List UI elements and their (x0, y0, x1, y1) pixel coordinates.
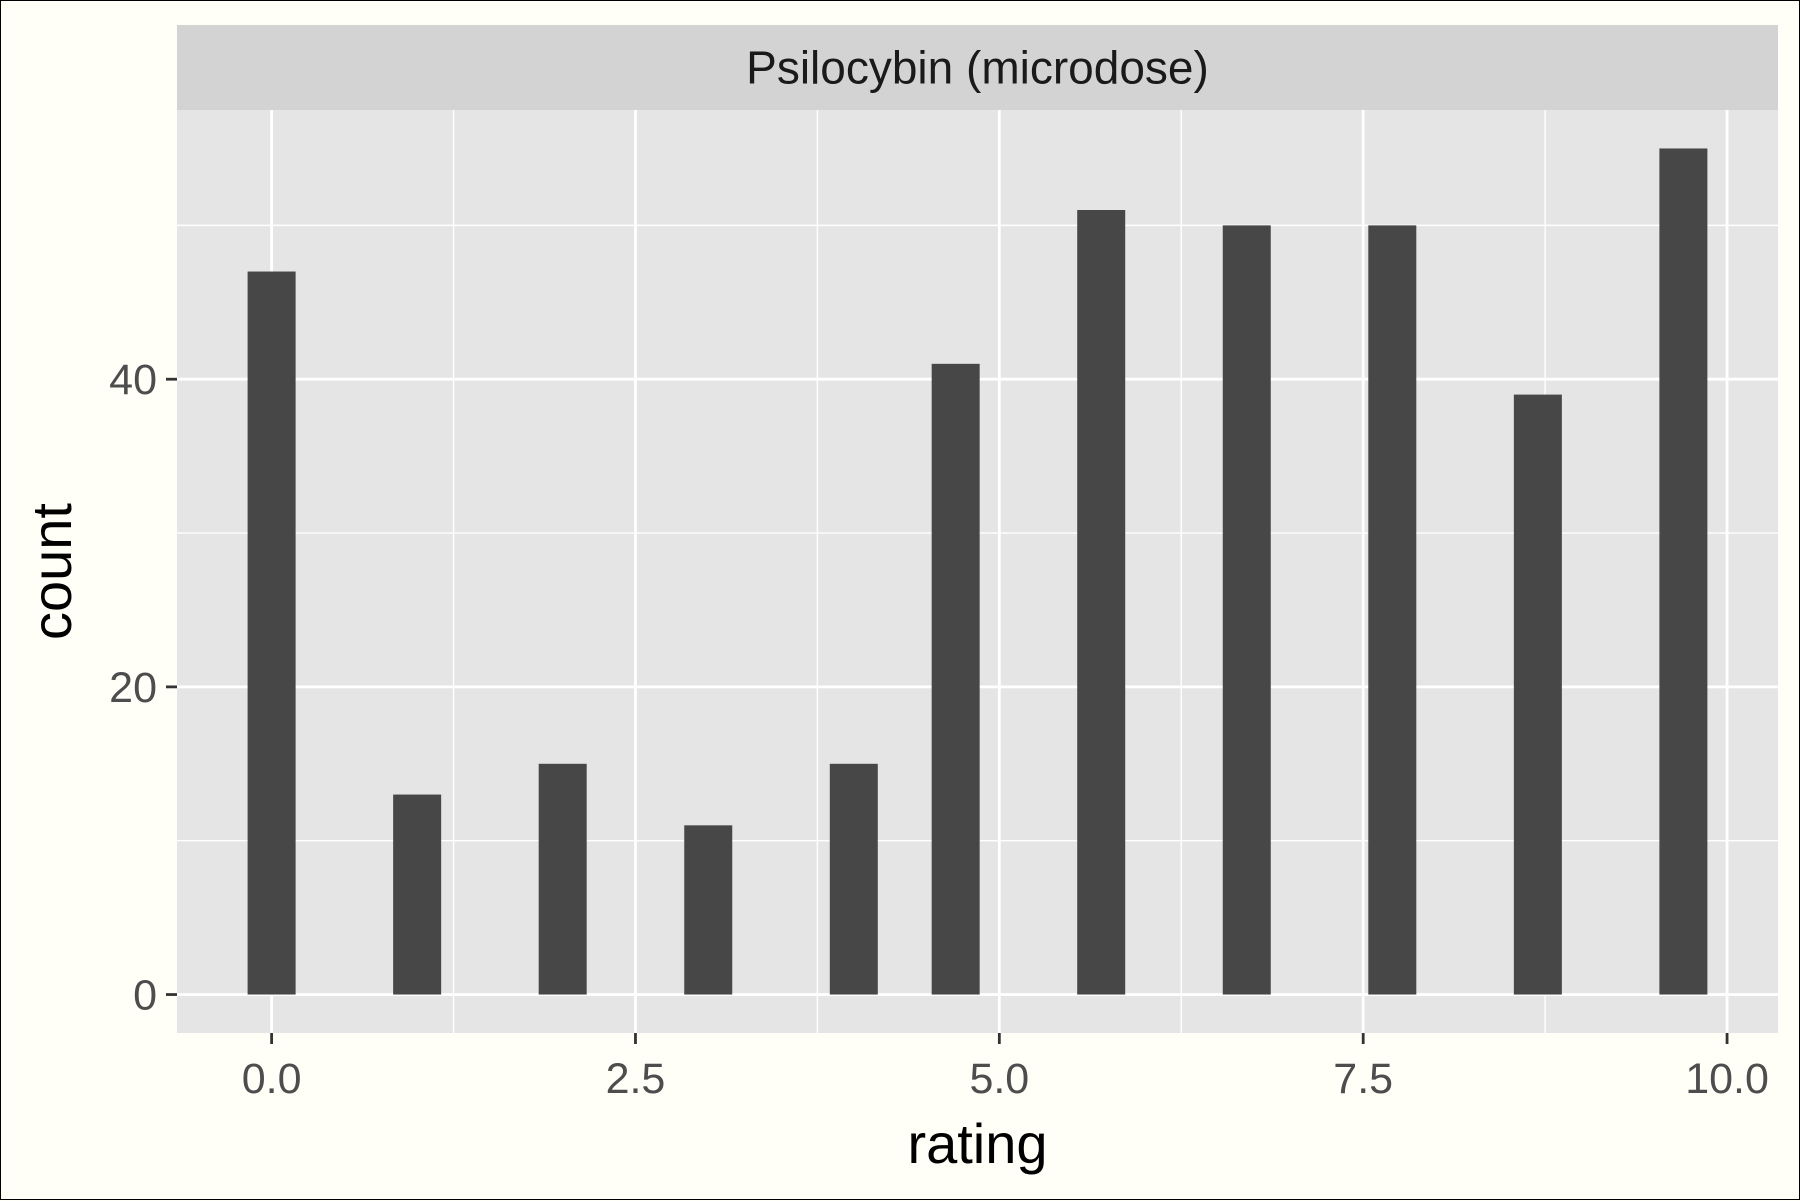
bar (1368, 225, 1417, 995)
bars (247, 148, 1708, 995)
bar (1513, 394, 1562, 995)
axes: 0.0 2.5 5.0 7.5 10.0 0 20 40 (109, 356, 1769, 1103)
x-tick-label: 5.0 (969, 1055, 1029, 1103)
bar (538, 763, 587, 995)
x-tick-label: 7.5 (1333, 1055, 1393, 1103)
bar (1077, 209, 1126, 995)
y-tick-label: 40 (109, 356, 157, 404)
bar (931, 363, 980, 995)
x-axis-title: rating (907, 1112, 1047, 1175)
bar (829, 763, 878, 995)
facet-strip (177, 25, 1778, 110)
y-tick-label: 0 (133, 972, 157, 1020)
y-tick-label: 20 (109, 664, 157, 712)
y-axis-title: count (20, 503, 83, 640)
bar (1659, 148, 1708, 995)
x-tick-label: 10.0 (1685, 1055, 1769, 1103)
x-tick-label: 0.0 (242, 1055, 302, 1103)
x-tick-label: 2.5 (606, 1055, 666, 1103)
bar (393, 794, 442, 995)
bar (1222, 225, 1271, 995)
bar (247, 271, 296, 995)
bar (684, 825, 733, 995)
facet-label: Psilocybin (microdose) (746, 42, 1209, 94)
